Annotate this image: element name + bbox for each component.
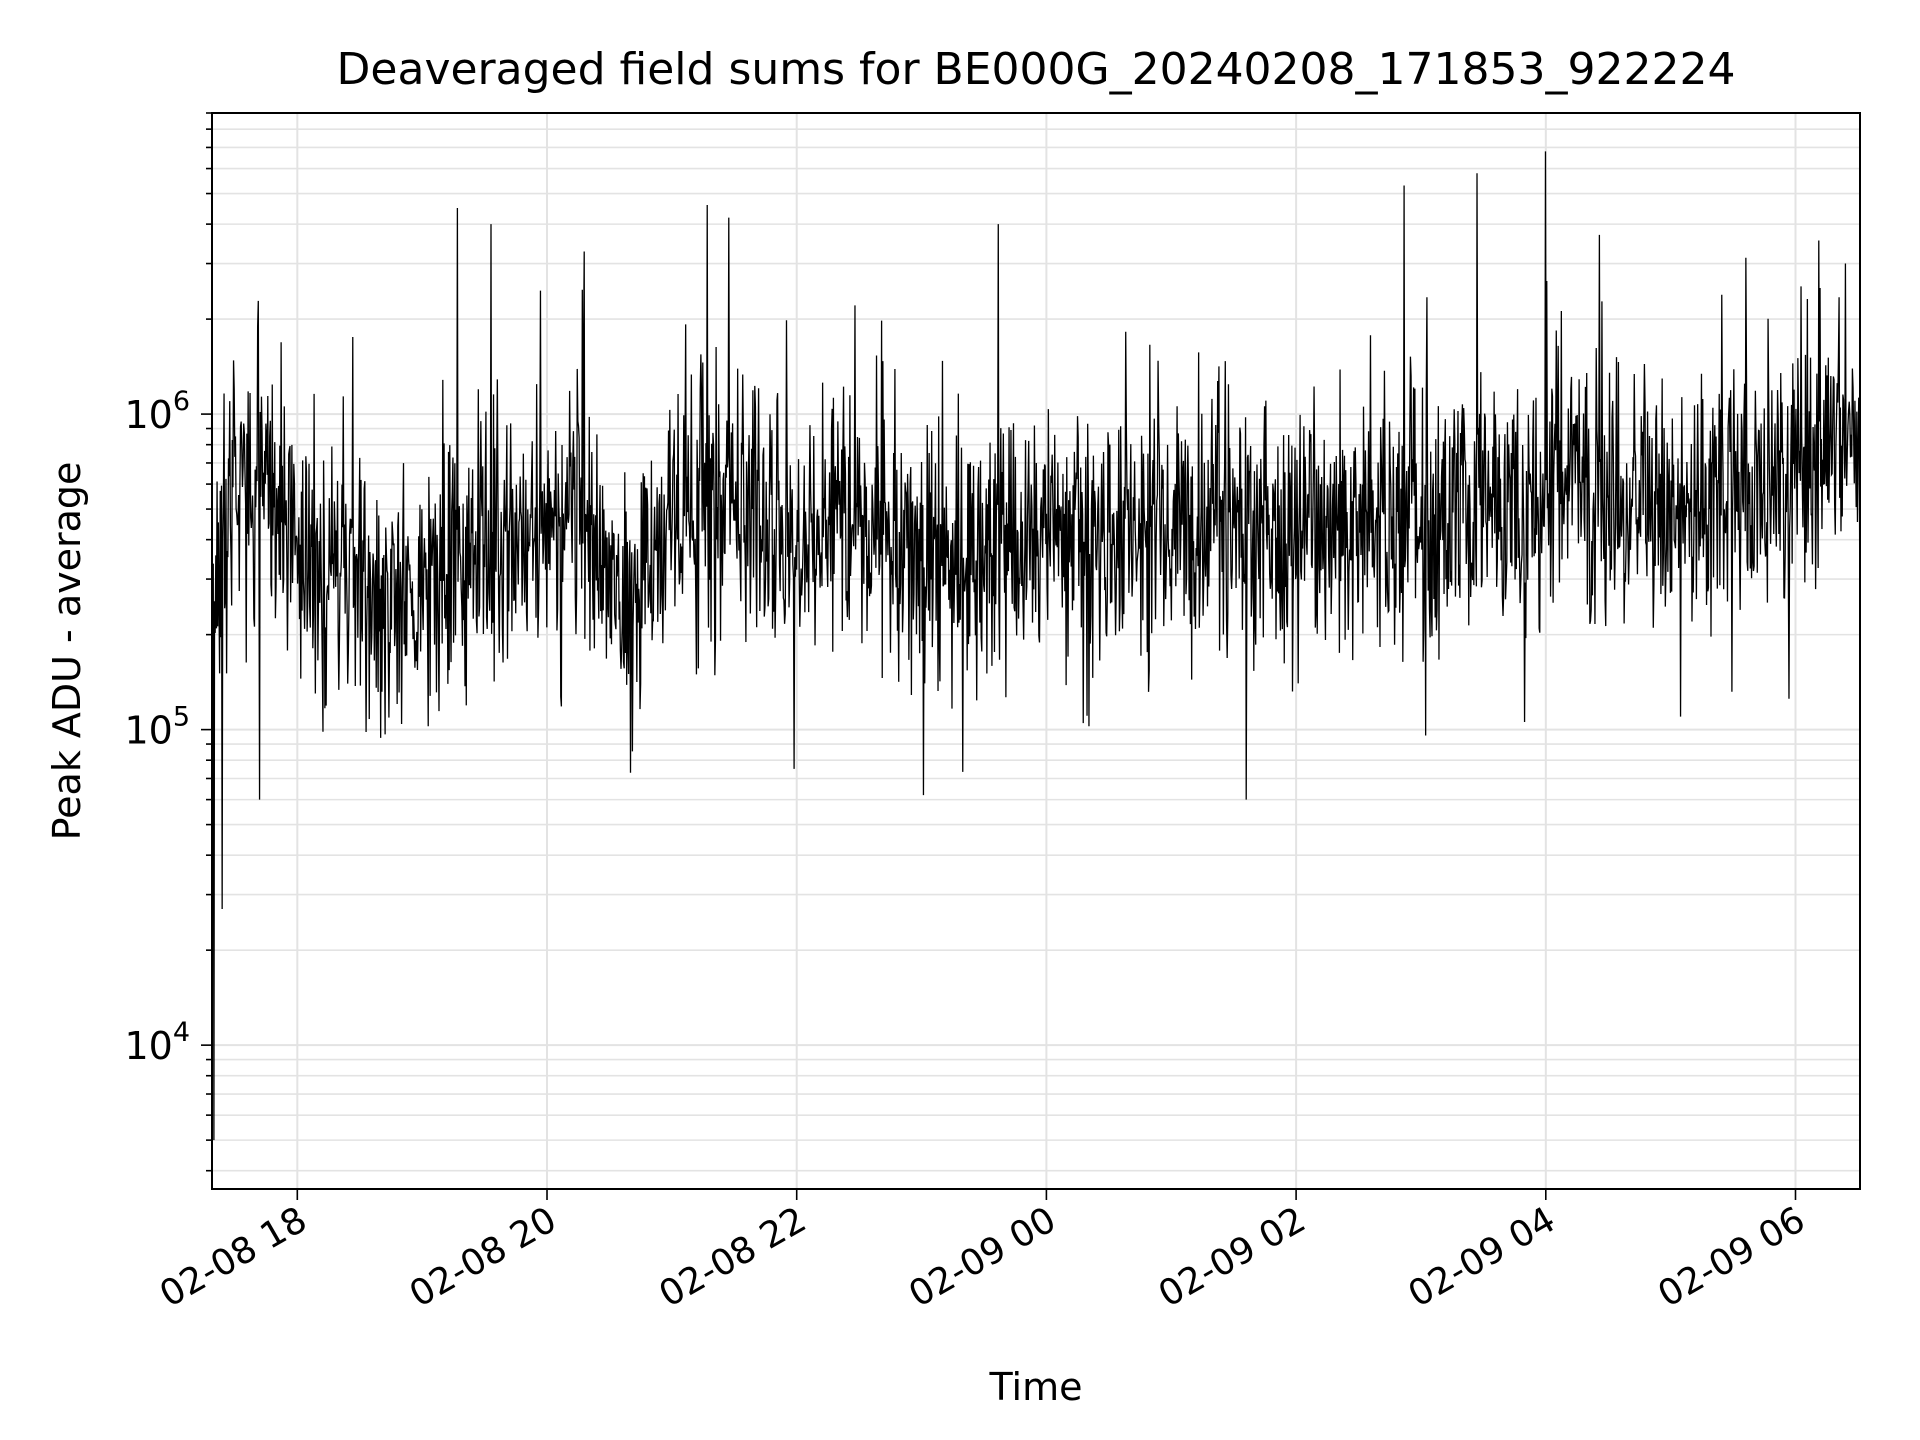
plot-frame	[211, 112, 1861, 1190]
series-line	[211, 151, 1861, 1141]
y-axis-label: Peak ADU - average	[45, 462, 89, 841]
y-tick-label: 104	[124, 1017, 190, 1068]
y-tick-label: 106	[124, 386, 190, 437]
chart-title: Deaveraged field sums for BE000G_2024020…	[337, 44, 1736, 95]
x-axis-label: Time	[989, 1365, 1083, 1409]
series-layer	[211, 151, 1861, 1141]
y-tick-label: 105	[124, 702, 190, 753]
y-axis: 104 105 106	[124, 112, 212, 1172]
